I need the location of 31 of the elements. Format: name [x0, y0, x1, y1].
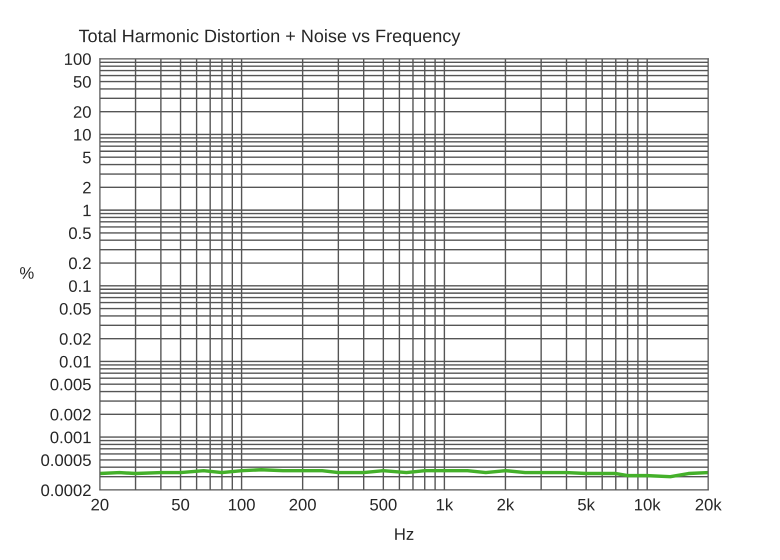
- x-axis-title: Hz: [395, 528, 414, 540]
- x-tick-label: 10k: [635, 498, 661, 511]
- y-tick-label: 0.2: [68, 257, 91, 270]
- x-tick-label: 1k: [436, 498, 454, 510]
- y-tick-label: 5: [82, 152, 91, 164]
- x-tick-label: 500: [370, 498, 397, 511]
- y-tick-label: 100: [64, 53, 91, 66]
- y-tick-label: 1: [84, 204, 91, 216]
- y-tick-label: 0.0002: [41, 484, 91, 496]
- x-tick-label: 20: [91, 498, 108, 511]
- y-tick-label: 2: [83, 182, 91, 194]
- y-tick-label: 0.0005: [41, 454, 91, 466]
- x-tick-label: 20k: [696, 498, 722, 511]
- y-tick-label: 0.02: [60, 333, 91, 345]
- x-tick-label: 5k: [578, 498, 595, 511]
- y-tick-label: 10: [74, 128, 91, 141]
- y-tick-label: 0.005: [50, 378, 91, 390]
- x-tick-label: 200: [290, 498, 316, 511]
- y-tick-label: 0.01: [60, 356, 91, 368]
- x-tick-label: 2k: [497, 498, 514, 510]
- x-tick-label: 100: [228, 498, 255, 511]
- chart-title: Total Harmonic Distortion + Noise vs Frequency: [78, 29, 460, 46]
- y-axis-title: %: [20, 267, 34, 279]
- y-tick-label: 0.5: [68, 227, 91, 240]
- y-tick-label: 0.05: [60, 302, 91, 315]
- y-tick-label: 50: [74, 76, 91, 88]
- y-tick-label: 0.1: [68, 280, 91, 292]
- y-tick-label: 0.001: [50, 432, 91, 444]
- y-tick-label: 0.002: [50, 408, 91, 421]
- y-tick-label: 20: [74, 106, 91, 118]
- x-tick-label: 50: [172, 498, 190, 511]
